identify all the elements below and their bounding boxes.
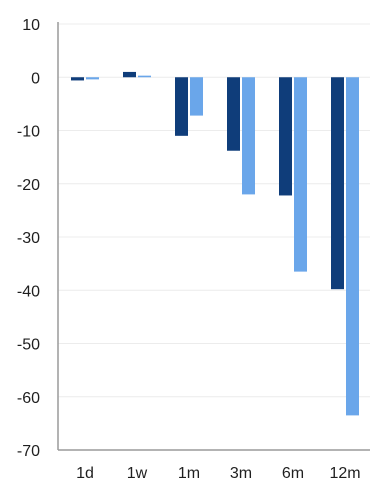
bar-1w-series-1 — [123, 71, 136, 78]
y-tick-label: 0 — [31, 70, 40, 87]
y-tick-label: -70 — [17, 443, 40, 460]
bar-1d-series-2 — [86, 77, 99, 80]
x-tick-label: 1w — [127, 465, 148, 482]
x-tick-label: 6m — [282, 465, 304, 482]
y-tick-label: -60 — [17, 390, 40, 407]
axes-group — [57, 22, 370, 451]
y-tick-label: -40 — [17, 283, 40, 300]
bar-12m-series-1 — [331, 77, 344, 290]
bar-12m-series-2 — [346, 77, 359, 416]
bar-1w-series-2 — [138, 75, 151, 78]
y-tick-label: -30 — [17, 230, 40, 247]
x-tick-label: 3m — [230, 465, 252, 482]
y-axis-ticks: 10 0 -10 -20 -30 -40 -50 -60 -70 — [17, 17, 40, 460]
bar-1d-series-1 — [71, 77, 84, 81]
bar-1m-series-1 — [175, 77, 188, 136]
bar-6m-series-2 — [294, 77, 307, 272]
x-tick-label: 1m — [178, 465, 200, 482]
y-tick-label: 10 — [22, 17, 40, 34]
grid-lines — [58, 23, 370, 398]
x-tick-label: 12m — [329, 465, 360, 482]
bar-1m-series-2 — [190, 77, 203, 116]
x-tick-label: 1d — [76, 465, 94, 482]
x-axis-ticks: 1d 1w 1m 3m 6m 12m — [76, 465, 360, 482]
bar-3m-series-1 — [227, 77, 240, 151]
bars-group — [71, 71, 359, 416]
y-tick-label: -10 — [17, 124, 40, 141]
bar-6m-series-1 — [279, 77, 292, 196]
y-tick-label: -20 — [17, 177, 40, 194]
y-tick-label: -50 — [17, 337, 40, 354]
bar-3m-series-2 — [242, 77, 255, 195]
